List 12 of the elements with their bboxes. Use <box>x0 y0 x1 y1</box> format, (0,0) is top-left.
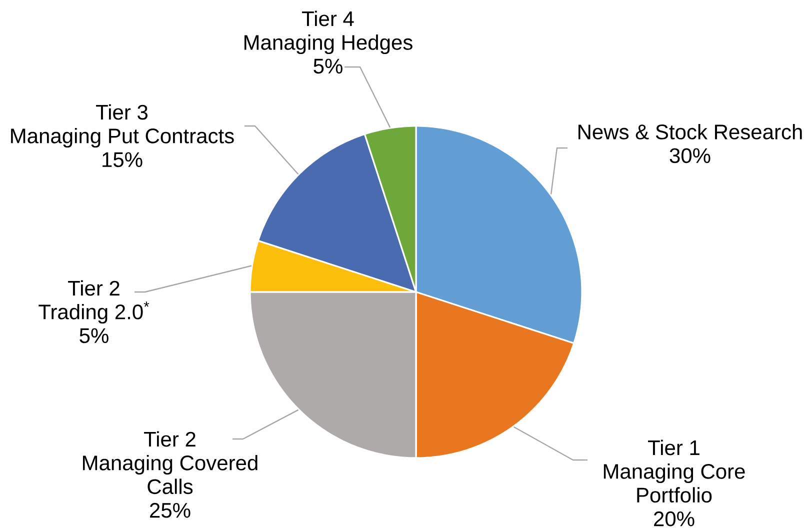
slice-label: Tier 2 Managing Covered Calls <box>83 431 258 494</box>
slice-label: Tier 1 Managing Core Portfolio <box>604 440 745 503</box>
data-label: 20% <box>654 511 694 526</box>
data-label: 25% <box>150 502 190 518</box>
data-label: 5% <box>80 328 108 344</box>
slice-label: Tier 3 Managing Put Contracts <box>11 104 234 148</box>
data-label: 30% <box>670 148 710 164</box>
data-label: 15% <box>102 152 142 168</box>
slice-label: Tier 4 Managing Hedges <box>244 10 412 54</box>
slice-label: Tier 2 Trading 2.0$^{*}$ <box>38 280 150 324</box>
slice-label: News & Stock Research <box>578 124 802 140</box>
data-label: 5% <box>314 58 342 74</box>
